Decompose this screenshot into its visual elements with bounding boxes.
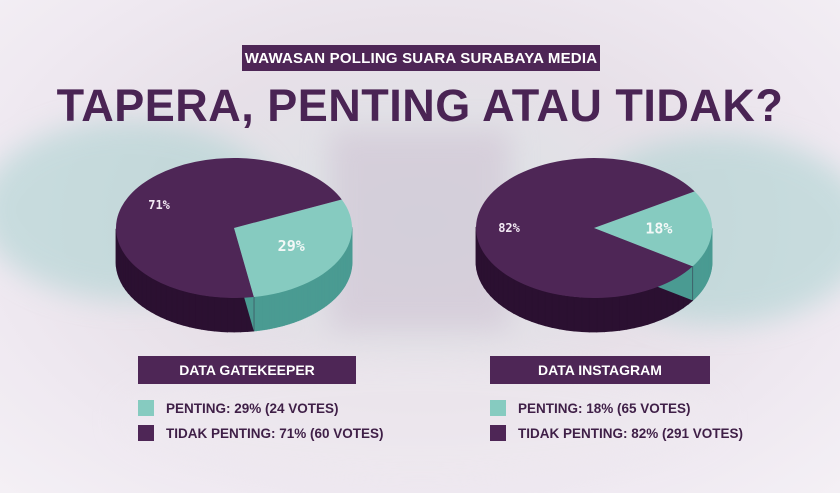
pie-svg-instagram: 18% 82% <box>475 158 713 333</box>
pie-side-tidak-penting <box>220 297 228 333</box>
pie-side-tidak-penting <box>611 295 620 332</box>
pie-side-tidak-penting <box>640 289 649 327</box>
pie-data-label-penting: 18% <box>645 220 672 238</box>
pie-side-tidak-penting <box>518 281 526 320</box>
pie-side-tidak-penting <box>124 254 129 295</box>
pie-side-tidak-penting <box>195 293 203 330</box>
pie-side-tidak-penting <box>134 264 139 304</box>
pie-side-tidak-penting <box>188 292 196 329</box>
pie-side-tidak-penting <box>588 297 598 333</box>
legend-swatch-penting <box>490 400 506 416</box>
legend-swatch-penting <box>138 400 154 416</box>
legend-item-penting: PENTING: 29% (24 VOTES) <box>138 397 384 419</box>
pie-side-tidak-penting <box>137 268 143 307</box>
pie-side-tidak-penting <box>486 256 491 297</box>
pie-side-tidak-penting <box>566 295 575 332</box>
pie-side-tidak-penting <box>160 282 167 320</box>
pie-side-tidak-penting <box>626 293 635 330</box>
legend-label: TIDAK PENTING: 71% (60 VOTES) <box>166 425 384 441</box>
pie-side-tidak-penting <box>537 289 546 327</box>
pie-data-label-penting: 29% <box>278 237 305 255</box>
legend-gatekeeper: PENTING: 29% (24 VOTES) TIDAK PENTING: 7… <box>138 397 384 447</box>
pie-side-tidak-penting <box>150 277 157 316</box>
pie-side-tidak-penting <box>130 261 135 301</box>
pie-side-tidak-penting <box>141 271 147 310</box>
pie-side-tidak-penting <box>558 294 568 331</box>
pie-slice-penting <box>594 191 712 267</box>
pie-side-tidak-penting <box>573 296 583 333</box>
legend-swatch-tidak-penting <box>490 425 506 441</box>
pie-side-tidak-penting <box>525 284 533 323</box>
chart-title-instagram: DATA INSTAGRAM <box>490 356 710 384</box>
pie-side-tidak-penting <box>127 257 132 298</box>
pie-side-tidak-penting <box>483 252 488 293</box>
pie-svg-gatekeeper: 29% 71% <box>115 158 353 333</box>
legend-item-penting: PENTING: 18% (65 VOTES) <box>490 397 743 419</box>
pie-side-tidak-penting <box>201 294 209 331</box>
legend-instagram: PENTING: 18% (65 VOTES) TIDAK PENTING: 8… <box>490 397 743 447</box>
pie-side-tidak-penting <box>176 288 184 326</box>
pie-side-tidak-penting <box>531 286 539 325</box>
legend-label: PENTING: 29% (24 VOTES) <box>166 400 339 416</box>
pie-side-tidak-penting <box>513 278 520 317</box>
pie-side-tidak-penting <box>182 290 190 328</box>
pie-data-label-tidak-penting: 82% <box>498 221 520 235</box>
pie-side-tidak-penting <box>507 275 515 314</box>
legend-item-tidak-penting: TIDAK PENTING: 71% (60 VOTES) <box>138 422 384 444</box>
pie-slice-tidak-penting <box>476 158 695 298</box>
pie-side-tidak-penting <box>647 287 655 325</box>
chart-title-gatekeeper: DATA GATEKEEPER <box>138 356 356 384</box>
legend-label: TIDAK PENTING: 82% (291 VOTES) <box>518 425 744 441</box>
pie-side-tidak-penting <box>493 264 499 305</box>
pie-side-tidak-penting <box>498 268 504 308</box>
pie-side-tidak-penting <box>165 284 173 323</box>
pie-side-tidak-penting <box>490 260 495 301</box>
pie-side-tidak-penting <box>619 294 628 331</box>
pie-side-tidak-penting <box>214 296 222 333</box>
pie-chart-instagram: 18% 82% <box>474 150 734 350</box>
pie-side-tidak-penting <box>581 297 590 333</box>
pie-side-tidak-penting <box>544 291 553 328</box>
pie-side-tidak-penting <box>633 291 642 329</box>
legend-item-tidak-penting: TIDAK PENTING: 82% (291 VOTES) <box>490 422 743 444</box>
pie-side-tidak-penting <box>146 274 152 313</box>
pie-slice-penting <box>234 199 352 298</box>
pie-chart-gatekeeper: 29% 71% <box>114 150 374 350</box>
pie-side-tidak-penting <box>596 297 605 333</box>
page-title: TAPERA, PENTING ATAU TIDAK? <box>56 80 784 131</box>
pie-side-tidak-penting <box>171 286 178 324</box>
legend-label: PENTING: 18% (65 VOTES) <box>518 400 691 416</box>
pie-side-tidak-penting <box>155 279 162 318</box>
pie-side-tidak-penting <box>207 295 215 332</box>
pie-side-tidak-penting <box>551 292 560 330</box>
pie-side-tidak-penting <box>654 285 662 323</box>
pie-data-label-tidak-penting: 71% <box>148 198 170 212</box>
pie-slice-tidak-penting <box>116 158 342 298</box>
poll-banner: WAWASAN POLLING SUARA SURABAYA MEDIA <box>242 45 600 71</box>
pie-side-tidak-penting <box>233 297 242 333</box>
pie-side-tidak-penting <box>603 296 613 333</box>
pie-side-tidak-penting <box>502 271 509 311</box>
legend-swatch-tidak-penting <box>138 425 154 441</box>
pie-side-tidak-penting <box>227 297 235 333</box>
